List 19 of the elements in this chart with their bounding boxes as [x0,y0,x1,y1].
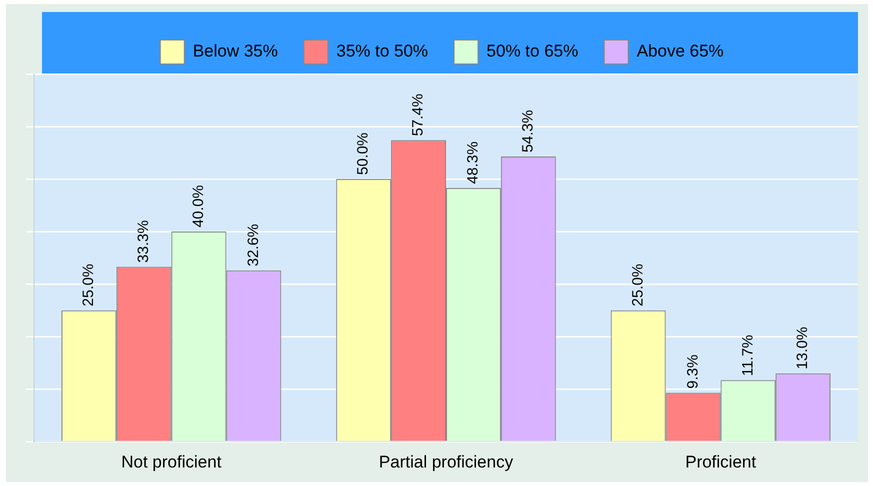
x-tick-label: Partial proficiency [378,452,514,472]
data-label: 54.3% [520,110,537,152]
data-label: 50.0% [354,132,372,176]
data-label: 13.0% [794,326,812,370]
data-label: 25.0% [629,264,646,306]
data-label: 33.3% [135,220,152,263]
data-label: 11.7% [739,334,756,376]
legend-label: 50% to 65% [486,42,578,61]
data-label: 40.0% [190,184,207,228]
legend-label: Below 35% [192,42,278,61]
legend-label: Above 65% [636,42,724,61]
data-label: 48.3% [464,141,482,184]
x-tick-label: Proficient [685,452,756,472]
data-label: 57.4% [410,94,427,136]
legend-label: 35% to 50% [336,42,428,61]
data-label: 9.3% [684,354,702,389]
data-label: 25.0% [80,264,98,306]
x-tick-label: Not proficient [121,452,222,472]
data-label: 32.6% [244,224,262,266]
